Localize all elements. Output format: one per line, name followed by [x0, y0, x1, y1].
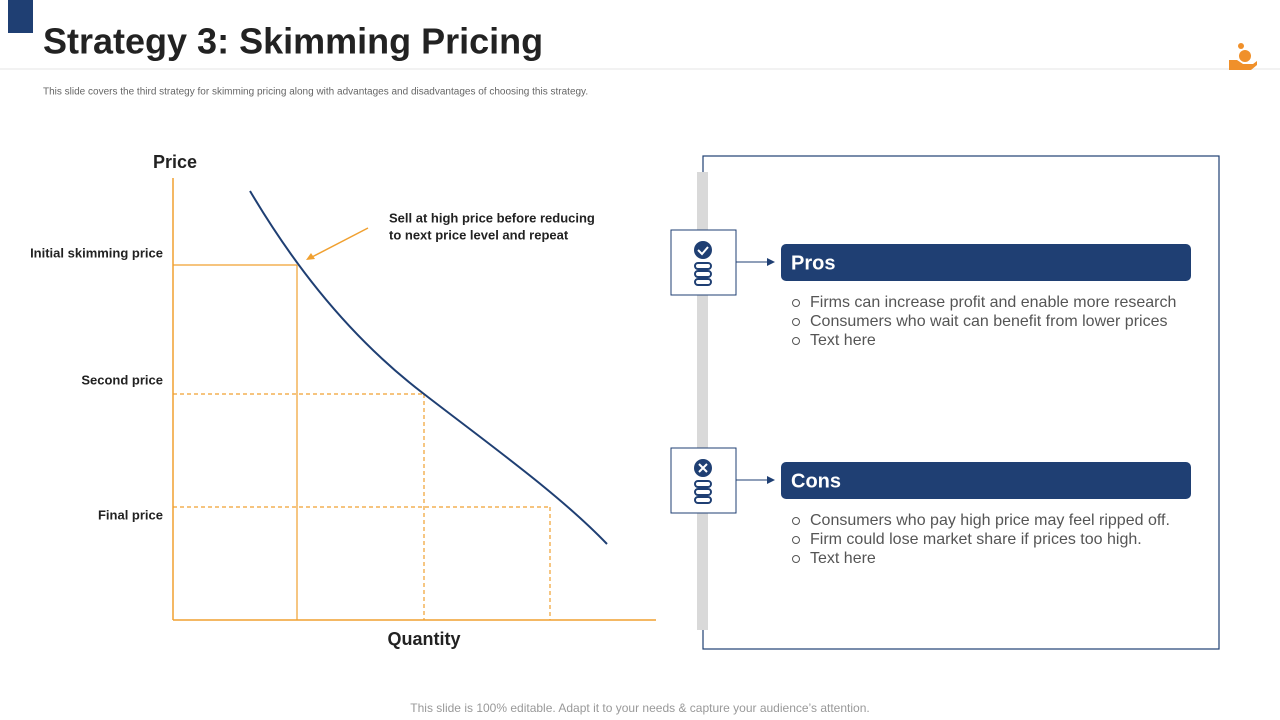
cons-title: Cons — [791, 470, 841, 492]
pros-item: Consumers who wait can benefit from lowe… — [810, 313, 1167, 330]
cons-banner — [781, 462, 1191, 499]
connector-head — [767, 258, 775, 266]
price-level: Second price — [81, 372, 163, 387]
timeline-bar — [697, 172, 708, 630]
footer: This slide is 100% editable. Adapt it to… — [410, 701, 869, 715]
corner-block — [8, 0, 33, 33]
price-guides — [173, 264, 551, 620]
pros-banner — [781, 244, 1191, 281]
connector-head — [767, 476, 775, 484]
pros-item: Firms can increase profit and enable mor… — [810, 294, 1176, 311]
y-axis-label: Price — [153, 152, 197, 172]
x-axis-label: Quantity — [387, 629, 460, 649]
pros-item: Text here — [810, 332, 876, 349]
demand-curve — [249, 190, 608, 545]
bullet — [792, 536, 800, 544]
title: Strategy 3: Skimming Pricing — [43, 21, 543, 62]
subtitle: This slide covers the third strategy for… — [43, 87, 588, 98]
bullet — [792, 318, 800, 326]
price-level: Initial skimming price — [30, 245, 163, 260]
bullet — [792, 517, 800, 525]
annotation-arrowhead — [306, 253, 315, 260]
cons-icon — [670, 447, 737, 514]
coin-hand-icon — [1229, 43, 1257, 70]
bullet — [792, 299, 800, 307]
bullet — [792, 555, 800, 563]
cons-item: Consumers who pay high price may feel ri… — [810, 512, 1170, 529]
annotation-arrow — [311, 227, 369, 258]
cons-item: Firm could lose market share if prices t… — [810, 531, 1142, 548]
price-level: Final price — [98, 507, 163, 522]
pros-title: Pros — [791, 252, 835, 274]
annotation: Sell at high price before reducing — [389, 210, 595, 225]
cons-item: Text here — [810, 550, 876, 567]
pros-icon — [670, 229, 737, 296]
bullet — [792, 337, 800, 345]
panel — [702, 155, 1220, 650]
annotation: to next price level and repeat — [389, 227, 569, 242]
